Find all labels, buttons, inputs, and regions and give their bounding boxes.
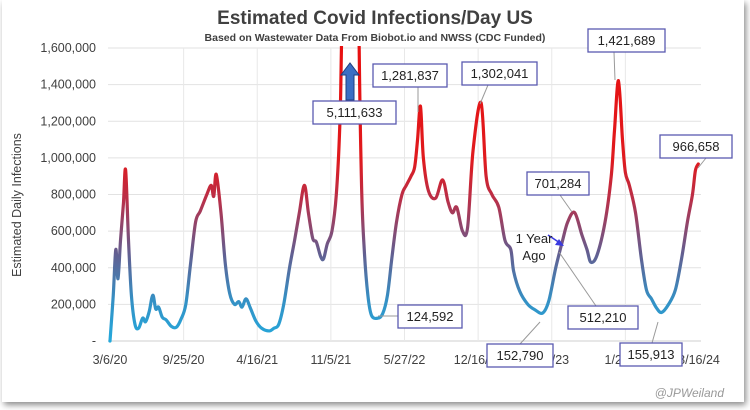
callout-box bbox=[587, 28, 666, 53]
chart-title: Estimated Covid Infections/Day US bbox=[217, 8, 533, 29]
callout-label: 5,111,633 bbox=[327, 105, 383, 120]
y-tick-label: 1,400,000 bbox=[40, 78, 96, 92]
callout-label: 1,302,041 bbox=[471, 66, 529, 81]
y-tick-label: 1,000,000 bbox=[40, 151, 96, 165]
arrow-head-icon bbox=[555, 239, 564, 246]
callout-box bbox=[526, 171, 590, 196]
callout-label: 701,284 bbox=[535, 176, 582, 191]
x-tick-label: 8/16/24 bbox=[678, 353, 720, 367]
x-tick-label: 11/5/21 bbox=[310, 353, 351, 367]
x-tick-label: 4/16/21 bbox=[236, 353, 278, 367]
y-tick-label: - bbox=[92, 334, 96, 348]
callout-leader bbox=[613, 51, 616, 81]
callout-label: 512,210 bbox=[580, 310, 627, 325]
x-tick-label: 3/6/20 bbox=[93, 353, 128, 367]
callout-label: 155,913 bbox=[628, 347, 675, 362]
callout-label: 124,592 bbox=[407, 309, 454, 324]
y-tick-label: 800,000 bbox=[51, 188, 96, 202]
callout-leader bbox=[697, 157, 707, 169]
y-tick-label: 200,000 bbox=[51, 297, 96, 311]
callout-label: 1,281,837 bbox=[381, 68, 439, 83]
arrow-up-icon bbox=[340, 62, 360, 101]
callout-box bbox=[461, 61, 538, 86]
note-line1: 1 Year bbox=[516, 231, 554, 246]
y-tick-label: 1,200,000 bbox=[40, 114, 96, 128]
callout-label: 152,790 bbox=[497, 348, 544, 363]
watermark: @JPWeiland bbox=[655, 386, 725, 400]
y-tick-label: 1,600,000 bbox=[40, 41, 96, 55]
callout-leader bbox=[558, 251, 597, 307]
note-line2: Ago bbox=[522, 248, 545, 263]
callout-label: 966,658 bbox=[673, 139, 720, 154]
callout-leader bbox=[519, 321, 541, 345]
callout-box bbox=[372, 63, 448, 88]
y-tick-label: 400,000 bbox=[51, 261, 96, 275]
x-tick-label: 5/27/22 bbox=[384, 353, 426, 367]
callout-box bbox=[567, 305, 639, 330]
callout-box bbox=[397, 304, 463, 329]
callout-box bbox=[486, 343, 554, 368]
callout-box bbox=[659, 134, 733, 159]
x-tick-label: 9/25/20 bbox=[163, 353, 205, 367]
callout-leader bbox=[479, 84, 489, 105]
callout-leader bbox=[559, 194, 573, 213]
callout-label: 1,421,689 bbox=[598, 33, 656, 48]
callout-leader bbox=[651, 321, 659, 344]
callout-box bbox=[619, 342, 683, 367]
chart-subtitle: Based on Wastewater Data From Biobot.io … bbox=[205, 32, 546, 44]
y-tick-label: 600,000 bbox=[51, 224, 96, 238]
series-line bbox=[108, 46, 700, 343]
y-axis-label: Estimated Daily Infections bbox=[10, 133, 24, 277]
callout-box bbox=[312, 100, 397, 125]
